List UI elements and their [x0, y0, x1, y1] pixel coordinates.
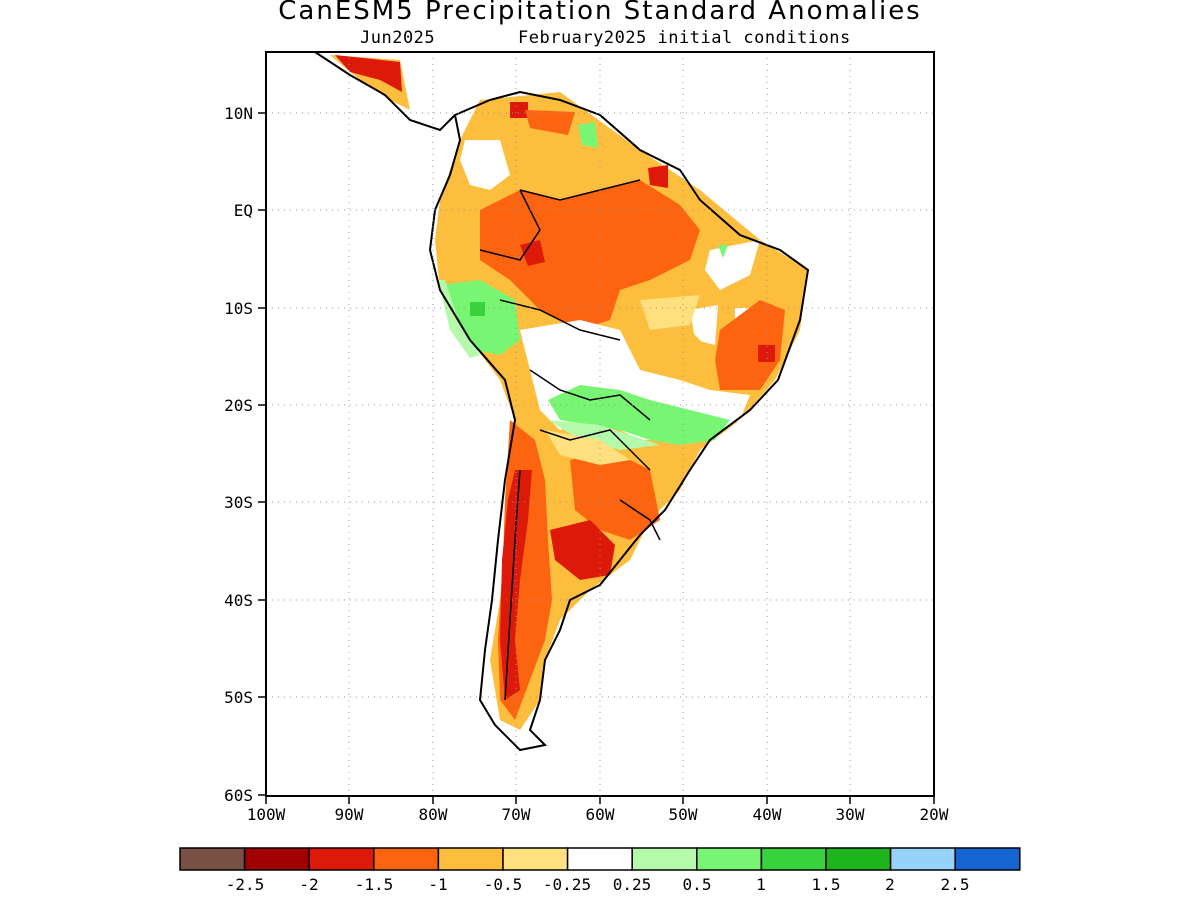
lat-label: 60S [224, 786, 253, 805]
anomaly-region [648, 165, 668, 188]
map-title: CanESM5 Precipitation Standard Anomalies [278, 0, 922, 26]
colorbar-swatches [179, 847, 1021, 871]
lat-label: 10S [224, 299, 253, 318]
border-line [519, 179, 641, 201]
colorbar-swatch [631, 847, 698, 871]
anomaly-region [470, 302, 485, 316]
colorbar-swatch [437, 847, 504, 871]
anomaly-region [640, 295, 700, 330]
colorbar-swatch [825, 847, 892, 871]
border-line [529, 369, 651, 421]
anomaly-region [550, 520, 615, 580]
coastline-central-america [314, 51, 456, 132]
anomaly-region [548, 420, 660, 450]
lon-label: 50W [669, 805, 698, 824]
longitude-labels: 100W 90W 80W 70W 60W 50W 40W 30W 20W [247, 805, 949, 824]
anomaly-region [718, 245, 728, 258]
colorbar-swatch [373, 847, 440, 871]
lon-label: 20W [920, 805, 949, 824]
colorbar: -2.5 -2 -1.5 -1 -0.5 -0.25 0.25 0.5 1 1.… [179, 847, 1021, 894]
colorbar-label: -0.5 [484, 875, 523, 894]
anomaly-region [640, 330, 720, 375]
colorbar-label: 1 [756, 875, 766, 894]
colorbar-label: 0.5 [683, 875, 712, 894]
border-line [539, 429, 651, 471]
colorbar-swatch [308, 847, 375, 871]
lat-label: 30S [224, 493, 253, 512]
colorbar-label: -0.25 [543, 875, 591, 894]
initial-conditions-label: February2025 initial conditions [518, 28, 851, 48]
colorbar-label: 1.5 [812, 875, 841, 894]
colorbar-swatch [760, 847, 827, 871]
lon-label: 100W [247, 805, 286, 824]
lon-label: 70W [502, 805, 531, 824]
anomaly-region [335, 55, 402, 92]
coastline-south-america [428, 90, 810, 752]
lon-label: 60W [586, 805, 615, 824]
colorbar-swatch [243, 847, 310, 871]
anomaly-region [525, 110, 575, 135]
colorbar-label: 0.25 [613, 875, 652, 894]
border-line [504, 469, 521, 701]
lat-label: 50S [224, 688, 253, 707]
lon-label: 80W [419, 805, 448, 824]
anomaly-region [758, 345, 775, 362]
colorbar-swatch [889, 847, 956, 871]
anomaly-region [520, 240, 545, 266]
colorbar-label: 2 [885, 875, 895, 894]
colorbar-swatch [696, 847, 763, 871]
colorbar-swatch [954, 847, 1021, 871]
anomaly-region [480, 180, 700, 330]
anomaly-region [510, 102, 528, 118]
lon-label: 40W [753, 805, 782, 824]
lat-label: 40S [224, 591, 253, 610]
colorbar-labels: -2.5 -2 -1.5 -1 -0.5 -0.25 0.25 0.5 1 1.… [226, 875, 970, 894]
border-line [619, 499, 661, 541]
anomaly-region [460, 140, 510, 190]
colorbar-label: 2.5 [941, 875, 970, 894]
forecast-month: Jun2025 [360, 28, 436, 48]
anomaly-region [578, 122, 598, 148]
colorbar-label: -2.5 [226, 875, 265, 894]
grid-lines [266, 52, 934, 796]
lon-label: 90W [335, 805, 364, 824]
anomaly-fields [330, 55, 808, 730]
lat-label: 10N [224, 104, 253, 123]
anomaly-region [570, 450, 660, 540]
anomaly-region [690, 305, 718, 345]
latitude-labels: 10N EQ 10S 20S 30S 40S 50S 60S [224, 104, 253, 805]
lat-label: EQ [234, 201, 253, 220]
lon-label: 30W [836, 805, 865, 824]
anomaly-region [705, 240, 760, 290]
colorbar-label: -1 [428, 875, 447, 894]
colorbar-label: -1.5 [355, 875, 394, 894]
anomaly-region [438, 280, 480, 358]
colorbar-swatch [566, 847, 633, 871]
colorbar-swatch [502, 847, 569, 871]
colorbar-label: -2 [299, 875, 318, 894]
colorbar-swatch [179, 847, 246, 871]
axis-ticks [258, 112, 935, 804]
lat-label: 20S [224, 396, 253, 415]
anomaly-region [440, 280, 520, 355]
coastlines [314, 51, 810, 752]
